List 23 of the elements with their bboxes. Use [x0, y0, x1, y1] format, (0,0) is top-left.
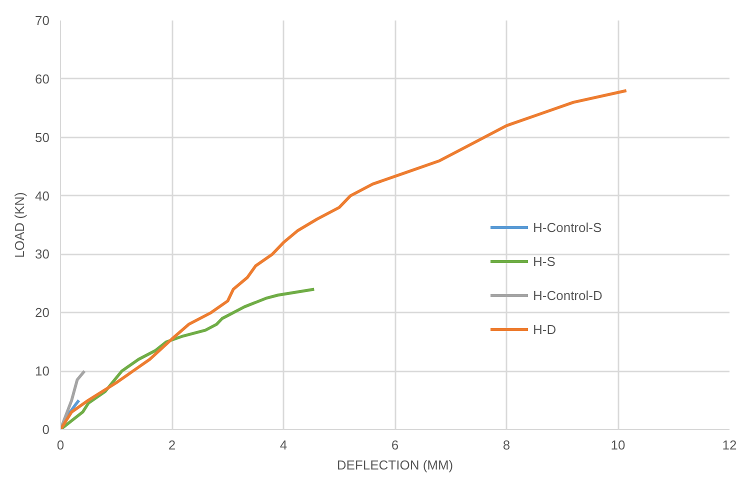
x-tick-label: 2 [168, 438, 176, 452]
x-tick-label: 10 [610, 438, 626, 452]
legend-label: H-Control-S [533, 220, 602, 234]
line-series [60, 288, 316, 430]
x-axis-title: DEFLECTION (MM) [336, 458, 454, 472]
y-axis-title: LOAD (KN) [12, 192, 28, 258]
x-tick-label: 0 [56, 438, 64, 452]
y-tick-label: 40 [35, 188, 50, 204]
y-tick-label: 10 [35, 364, 50, 379]
y-tick-label: 70 [35, 13, 50, 28]
legend-label: H-Control-D [533, 288, 602, 302]
legend-label: H-D [533, 322, 556, 336]
x-tick-label: 8 [502, 438, 510, 452]
x-tick-label: 6 [391, 438, 399, 452]
legend-label: H-S [533, 254, 556, 268]
y-tick-label: 0 [42, 422, 50, 437]
x-tick-label: 12 [722, 438, 737, 452]
x-tick-label: 4 [280, 438, 288, 452]
y-tick-label: 20 [35, 305, 50, 320]
y-tick-label: 50 [35, 130, 50, 145]
line-series [60, 89, 628, 430]
y-tick-label: 60 [35, 71, 50, 86]
y-tick-label: 30 [35, 246, 50, 262]
